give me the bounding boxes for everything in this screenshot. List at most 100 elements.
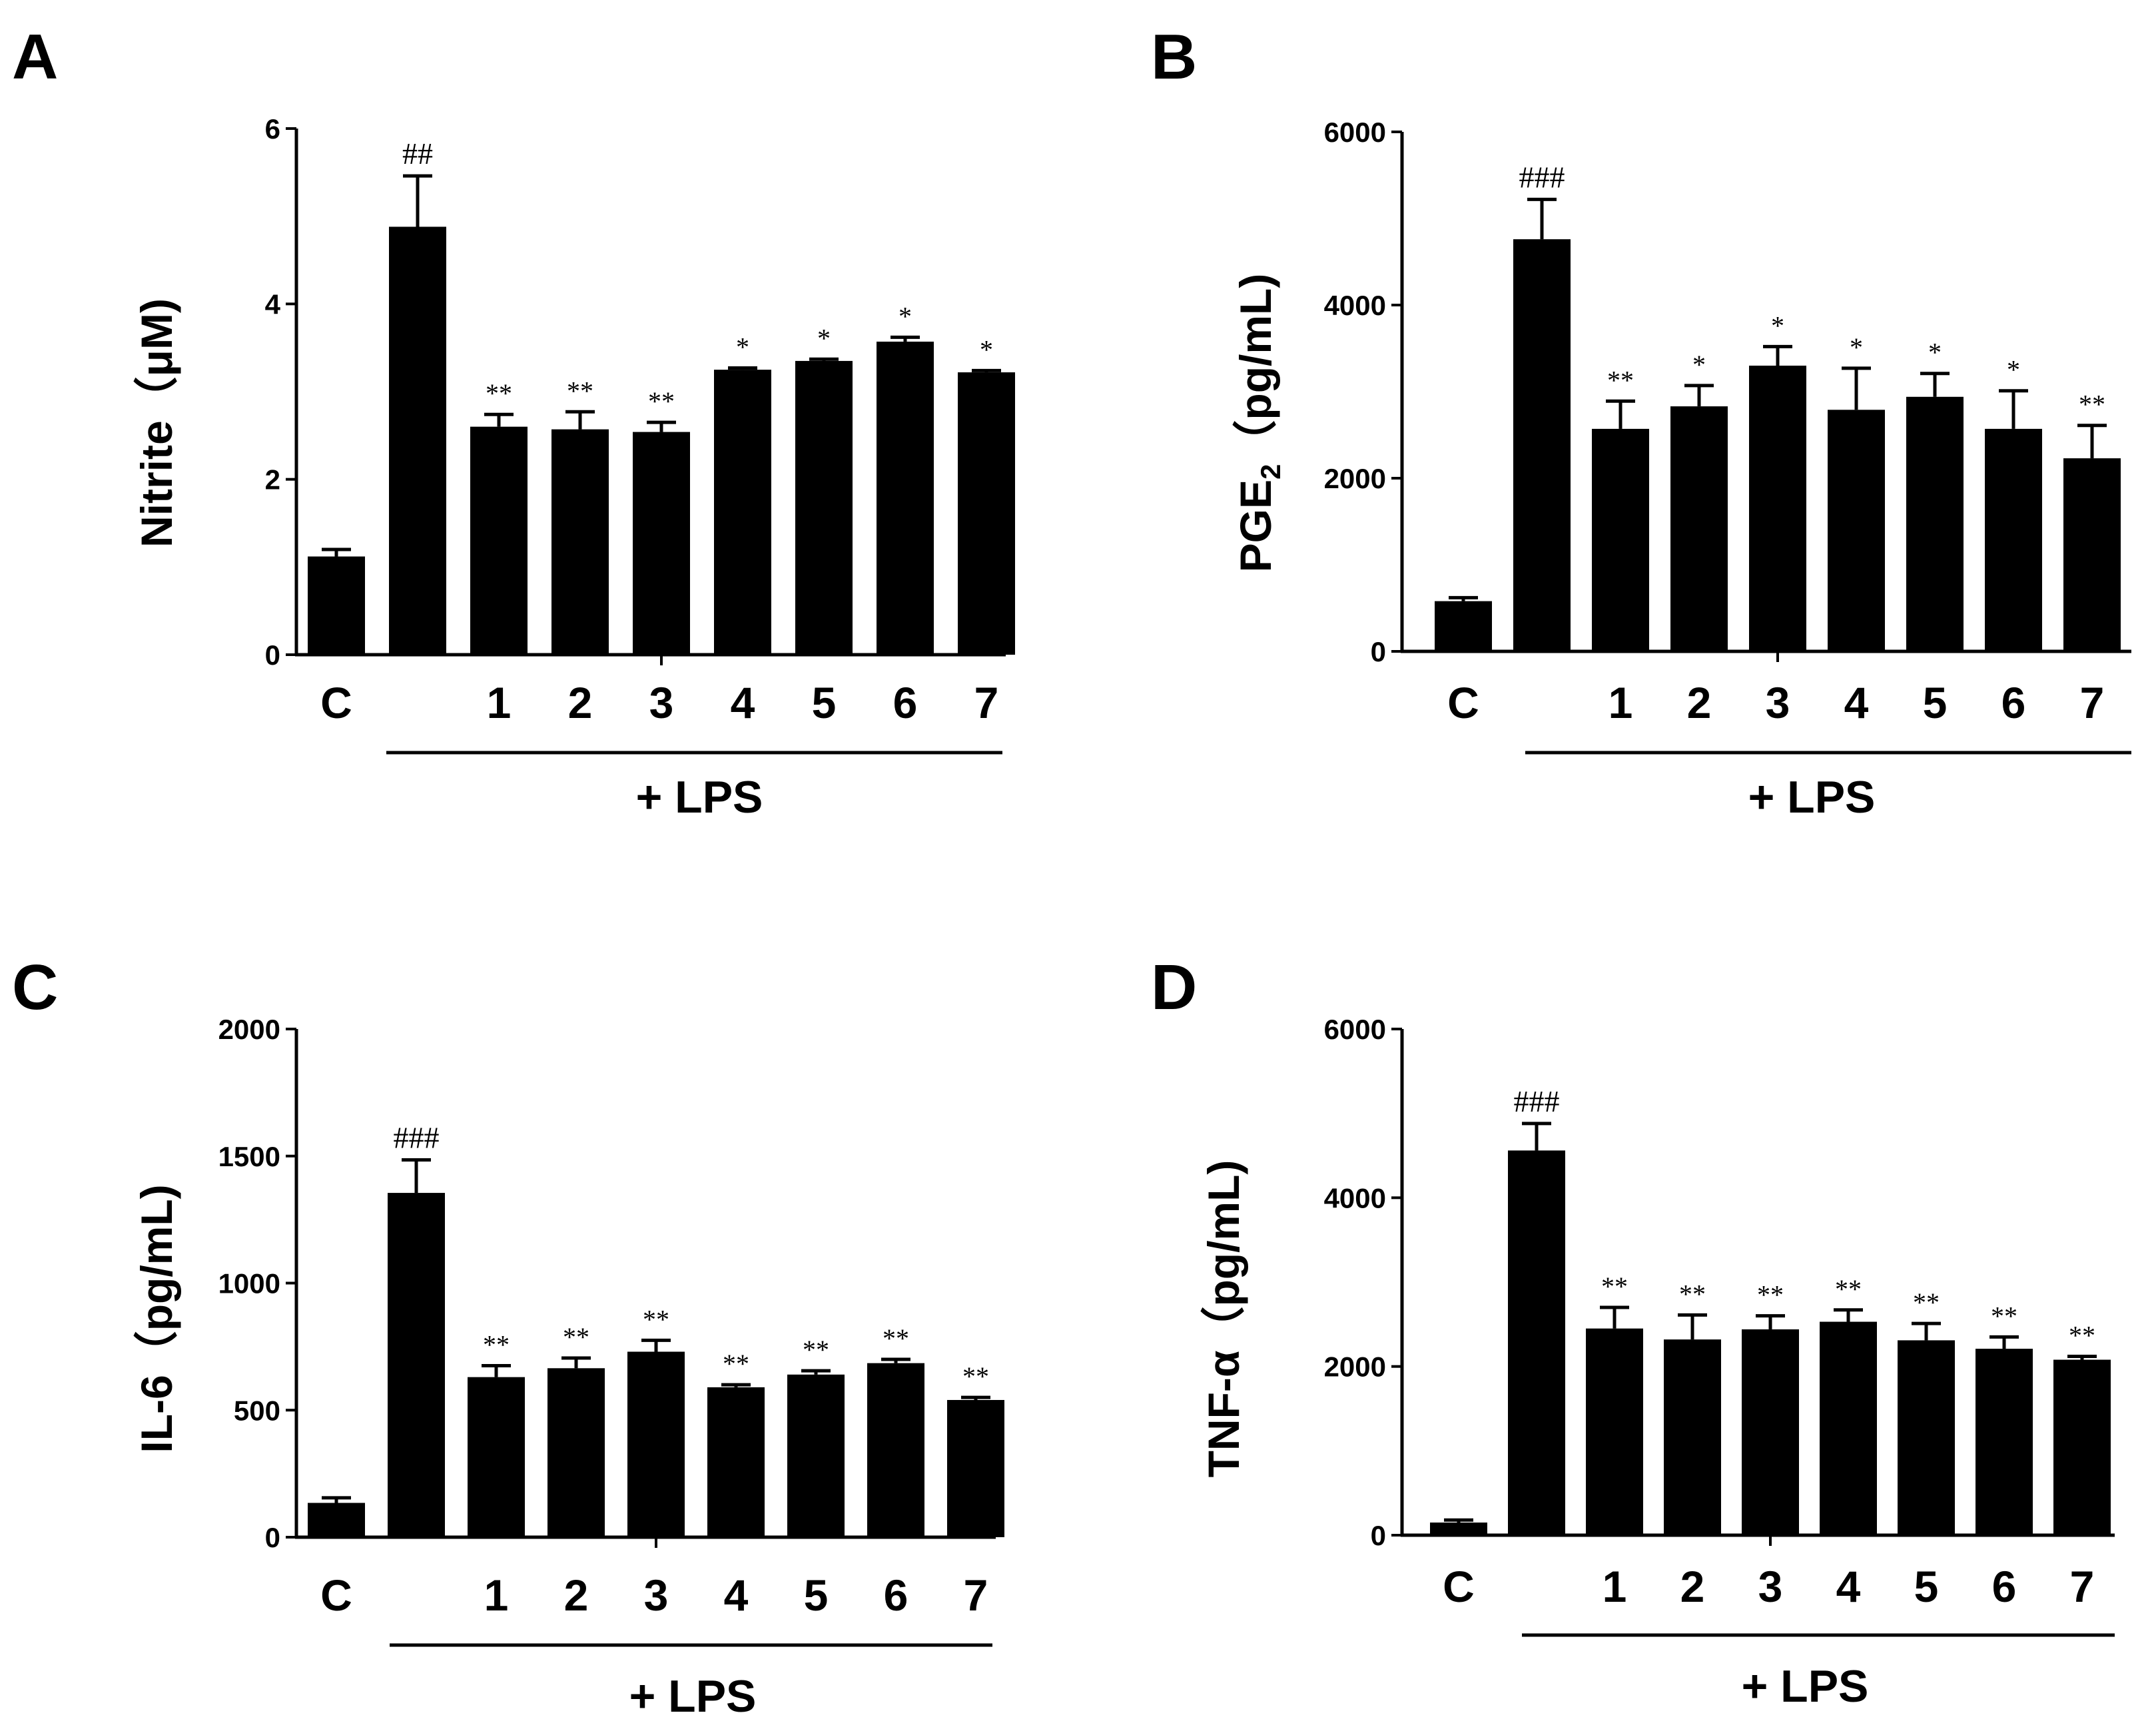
- bar: [2063, 458, 2121, 651]
- y-tick-label: 6000: [1324, 117, 1386, 148]
- panel-letter: B: [1151, 21, 1197, 93]
- x-tick-label: 6: [884, 1570, 908, 1620]
- bar: [1430, 1523, 1487, 1535]
- y-tick-label: 0: [265, 639, 280, 671]
- x-tick-label: 2: [568, 678, 593, 727]
- bar: [1749, 366, 1806, 651]
- y-tick-label: 4000: [1324, 1182, 1386, 1213]
- x-tick-label: 1: [487, 678, 512, 727]
- x-tick-label: C: [1447, 678, 1479, 727]
- y-axis-label-main: PGE: [1231, 480, 1280, 572]
- panel-letter: A: [12, 21, 58, 93]
- y-tick-label: 2000: [218, 1014, 280, 1045]
- bar: [308, 556, 365, 655]
- significance-label: **: [567, 376, 593, 406]
- significance-label: *: [1692, 350, 1706, 380]
- y-tick-label: 500: [234, 1395, 280, 1426]
- significance-label: **: [1757, 1280, 1784, 1310]
- bar: [1828, 410, 1885, 651]
- y-tick-label: 4000: [1324, 290, 1386, 321]
- x-tick-label: 2: [1680, 1562, 1705, 1611]
- significance-label: **: [723, 1349, 749, 1379]
- bar: [633, 432, 690, 655]
- bar: [714, 370, 771, 655]
- x-tick-label: 3: [649, 678, 674, 727]
- significance-label: **: [1913, 1287, 1940, 1317]
- significance-label: *: [2007, 355, 2020, 385]
- significance-label: ###: [394, 1120, 440, 1154]
- x-tick-label: 6: [2001, 678, 2026, 727]
- x-tick-label: 4: [1844, 678, 1869, 727]
- bar: [547, 1368, 605, 1537]
- x-tick-label: 4: [1836, 1562, 1861, 1611]
- y-axis-label: TNF-α（pg/mL): [1199, 1160, 1248, 1478]
- bar: [388, 1193, 445, 1537]
- significance-label: **: [1679, 1279, 1706, 1309]
- y-tick-label: 2000: [1324, 463, 1386, 494]
- bar: [1906, 396, 1964, 651]
- significance-label: **: [1601, 1271, 1628, 1301]
- bar: [389, 226, 446, 655]
- group-label: + LPS: [636, 772, 763, 823]
- significance-label: *: [817, 323, 831, 353]
- x-tick-label: 5: [804, 1570, 829, 1620]
- significance-label: ##: [402, 137, 433, 171]
- bar: [1435, 601, 1492, 651]
- y-tick-label: 1000: [218, 1268, 280, 1299]
- significance-label: ###: [1514, 1084, 1560, 1118]
- significance-label: ###: [1519, 160, 1565, 194]
- x-tick-label: C: [1443, 1562, 1475, 1611]
- bar: [958, 372, 1015, 655]
- bar: [787, 1374, 845, 1537]
- bar: [1898, 1340, 1955, 1535]
- bar: [867, 1363, 924, 1537]
- bar: [308, 1503, 365, 1537]
- y-tick-label: 6: [265, 113, 280, 145]
- bar: [1586, 1328, 1643, 1535]
- panel-letter: C: [12, 952, 58, 1023]
- y-axis-label: Nitrite（μM): [132, 298, 181, 547]
- bar: [1820, 1321, 1877, 1535]
- x-tick-label: 4: [731, 678, 755, 727]
- x-tick-label: 3: [1758, 1562, 1783, 1611]
- x-tick-label: C: [320, 678, 352, 727]
- y-axis-label: IL-6（pg/mL): [132, 1184, 181, 1453]
- bar: [795, 360, 853, 655]
- y-tick-label: 6000: [1324, 1014, 1386, 1045]
- significance-label: **: [483, 1329, 510, 1359]
- significance-label: **: [803, 1335, 829, 1365]
- x-tick-label: 4: [724, 1570, 749, 1620]
- bar: [470, 426, 528, 655]
- significance-label: **: [1835, 1274, 1862, 1304]
- bar: [1670, 406, 1728, 651]
- y-tick-label: 2: [265, 464, 280, 496]
- bar: [551, 429, 609, 655]
- x-tick-label: 7: [974, 678, 999, 727]
- x-tick-label: 6: [1992, 1562, 2017, 1611]
- x-tick-label: 2: [564, 1570, 589, 1620]
- significance-label: **: [1607, 365, 1634, 395]
- panel-d: D TNF-α（pg/mL) + LPS 0 2000 4000 6000 C ### **…: [1151, 952, 2115, 1712]
- x-tick-label: 7: [964, 1570, 988, 1620]
- x-tick-label: 7: [2070, 1562, 2095, 1611]
- y-axis-label-subscript: 2: [1255, 464, 1286, 480]
- bar: [1985, 428, 2042, 651]
- significance-label: **: [563, 1322, 589, 1352]
- group-label: + LPS: [1742, 1661, 1869, 1712]
- x-tick-label: C: [320, 1570, 352, 1620]
- y-tick-label: 2000: [1324, 1351, 1386, 1383]
- bar: [1592, 428, 1649, 651]
- x-tick-label: 2: [1687, 678, 1712, 727]
- significance-label: *: [1771, 310, 1784, 340]
- x-tick-label: 6: [893, 678, 918, 727]
- significance-label: **: [962, 1361, 989, 1391]
- x-tick-label: 3: [1766, 678, 1790, 727]
- group-label: + LPS: [1748, 772, 1876, 823]
- y-tick-label: 0: [1371, 1520, 1386, 1551]
- bar: [468, 1377, 525, 1537]
- significance-label: *: [898, 301, 912, 331]
- significance-label: *: [1928, 338, 1942, 368]
- panel-letter: D: [1151, 952, 1197, 1023]
- bar: [1742, 1329, 1799, 1535]
